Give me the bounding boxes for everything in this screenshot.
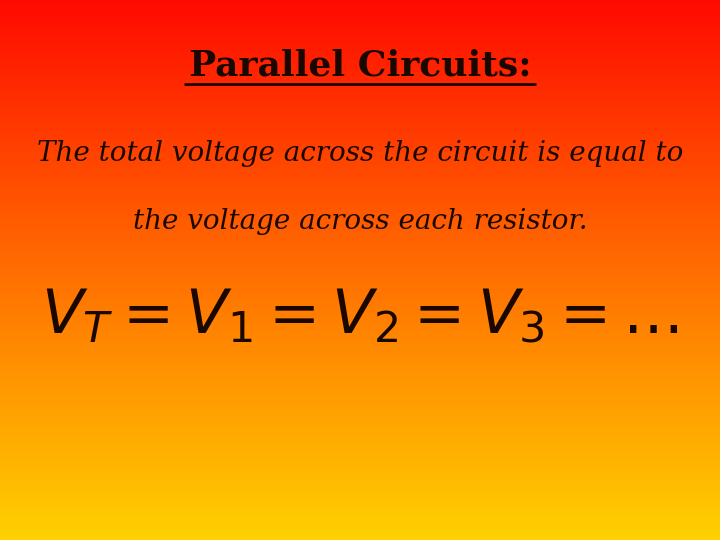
Text: The total voltage across the circuit is equal to: The total voltage across the circuit is … bbox=[37, 140, 683, 167]
Text: $V_T = V_1 = V_2 = V_3 = \ldots$: $V_T = V_1 = V_2 = V_3 = \ldots$ bbox=[41, 286, 679, 346]
Text: the voltage across each resistor.: the voltage across each resistor. bbox=[132, 208, 588, 235]
Text: Parallel Circuits:: Parallel Circuits: bbox=[189, 49, 531, 83]
